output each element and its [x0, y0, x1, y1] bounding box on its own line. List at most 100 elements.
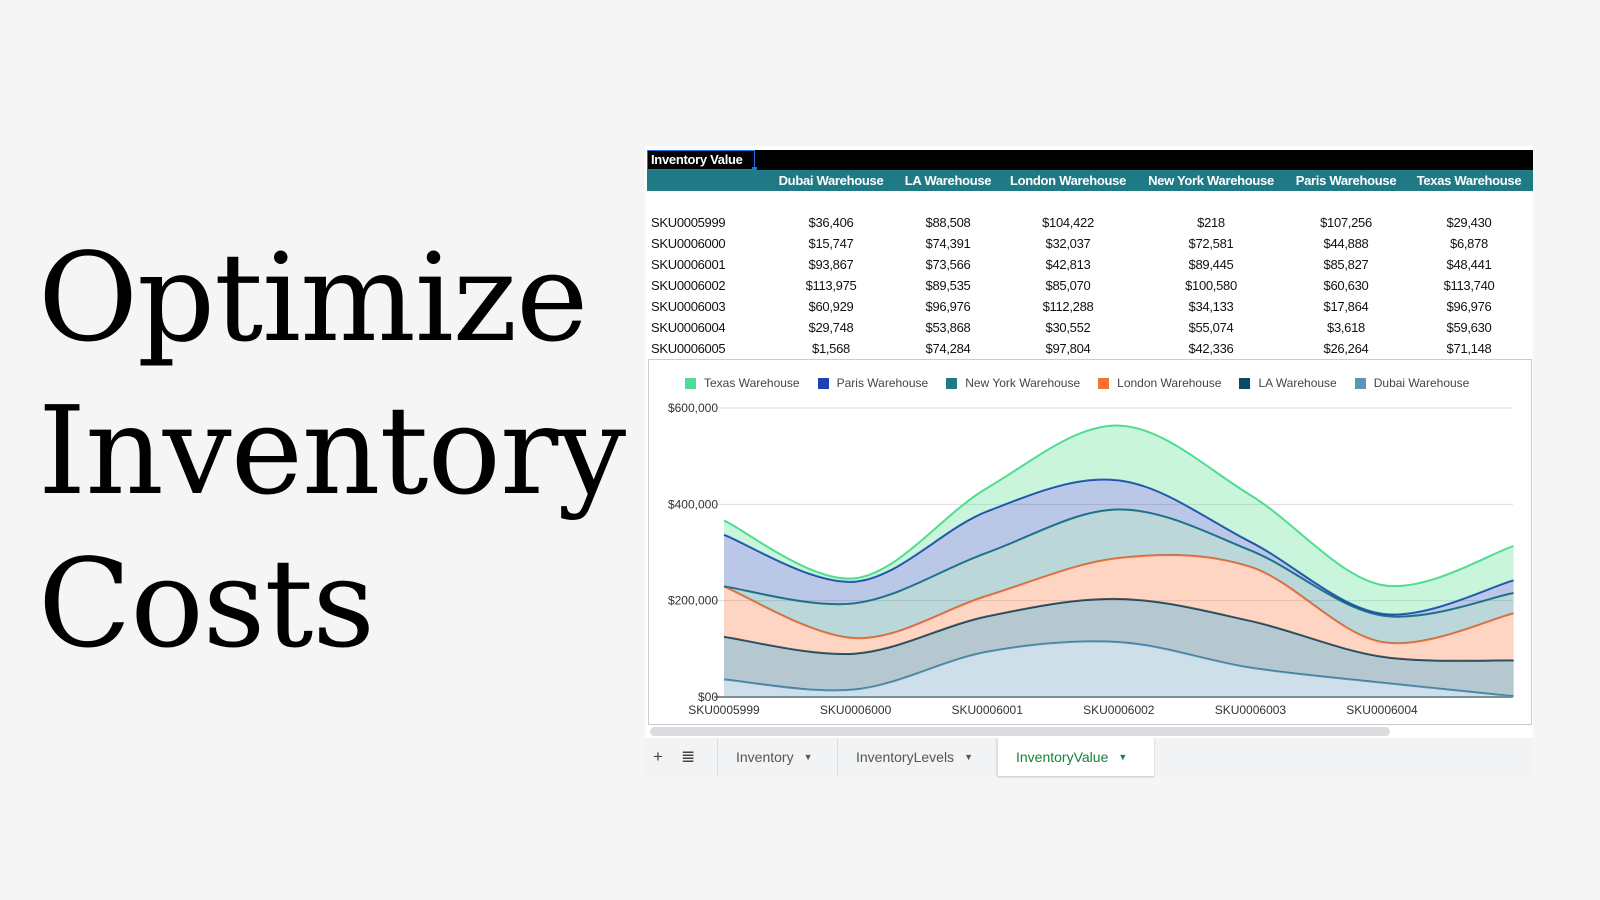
series-line[interactable] — [723, 597, 1514, 662]
legend-item[interactable]: London Warehouse — [1098, 376, 1221, 390]
value-cell[interactable]: $93,867 — [808, 257, 854, 272]
value-cell[interactable]: $104,422 — [1042, 215, 1094, 230]
value-cell[interactable]: $71,148 — [1446, 341, 1492, 356]
legend-item[interactable]: Dubai Warehouse — [1354, 376, 1469, 390]
sku-cell[interactable]: SKU0005999 — [651, 215, 726, 230]
legend-label: London Warehouse — [1117, 376, 1222, 390]
value-cell[interactable]: $53,868 — [925, 320, 971, 335]
table-row: SKU0005999 $36,406 $88,508 $104,422 $218 $107… — [647, 213, 1533, 234]
value-cell[interactable]: $100,580 — [1185, 278, 1237, 293]
value-cell[interactable]: $36,406 — [808, 215, 854, 230]
column-header[interactable]: LA Warehouse — [904, 173, 992, 188]
x-tick-label: SKU0006001 — [952, 703, 1024, 717]
sku-cell[interactable]: SKU0006005 — [651, 341, 726, 356]
fill-handle[interactable] — [752, 167, 757, 172]
value-cell[interactable]: $107,256 — [1320, 215, 1372, 230]
selected-cell-outline[interactable] — [647, 150, 757, 172]
legend-item[interactable]: New York Warehouse — [946, 376, 1080, 390]
all-sheets-menu-icon[interactable]: ≣ — [681, 747, 696, 766]
sku-cell[interactable]: SKU0006004 — [651, 320, 726, 335]
area-band — [724, 509, 1514, 644]
tab-label: InventoryValue — [1016, 749, 1109, 765]
value-cell[interactable]: $59,630 — [1446, 320, 1492, 335]
tab-label: InventoryLevels — [856, 749, 955, 765]
legend-item[interactable]: LA Warehouse — [1239, 376, 1337, 390]
value-cell[interactable]: $29,430 — [1446, 215, 1492, 230]
column-header[interactable]: Dubai Warehouse — [778, 173, 884, 188]
value-cell[interactable]: $48,441 — [1446, 257, 1492, 272]
title-line: Costs — [38, 533, 375, 675]
value-cell[interactable]: $96,976 — [925, 299, 971, 314]
sheet-tabs-bar: + ≣ Inventory ▼ InventoryLevels ▼ Inventor… — [645, 738, 1533, 776]
caret-down-icon[interactable]: ▼ — [964, 752, 973, 762]
column-header[interactable]: Paris Warehouse — [1295, 173, 1397, 188]
series-line[interactable] — [723, 554, 1514, 645]
legend-swatch — [1354, 377, 1366, 389]
value-cell[interactable]: $88,508 — [925, 215, 971, 230]
value-cell[interactable]: $1,568 — [812, 341, 850, 356]
value-cell[interactable]: $44,888 — [1323, 236, 1369, 251]
value-cell[interactable]: $72,581 — [1188, 236, 1234, 251]
value-cell[interactable]: $113,740 — [1443, 278, 1495, 293]
value-cell[interactable]: $74,391 — [925, 236, 971, 251]
slide-title: Optimize Inventory Costs — [38, 222, 626, 681]
legend-item[interactable]: Texas Warehouse — [685, 376, 800, 390]
horizontal-scrollbar[interactable] — [650, 727, 1390, 736]
value-cell[interactable]: $218 — [1197, 215, 1225, 230]
value-cell[interactable]: $42,813 — [1045, 257, 1091, 272]
sku-cell[interactable]: SKU0006002 — [651, 278, 726, 293]
series-line[interactable] — [723, 640, 1514, 698]
value-cell[interactable]: $17,864 — [1323, 299, 1369, 314]
value-cell[interactable]: $55,074 — [1188, 320, 1234, 335]
tab-inventory[interactable]: Inventory ▼ — [717, 738, 837, 776]
area-band — [724, 479, 1514, 617]
value-cell[interactable]: $15,747 — [808, 236, 854, 251]
value-cell[interactable]: $60,630 — [1323, 278, 1369, 293]
value-cell[interactable]: $73,566 — [925, 257, 971, 272]
title-cell[interactable]: Inventory Value — [651, 152, 743, 167]
sku-cell[interactable]: SKU0006000 — [651, 236, 726, 251]
value-cell[interactable]: $32,037 — [1045, 236, 1091, 251]
value-cell[interactable]: $96,976 — [1446, 299, 1492, 314]
value-cell[interactable]: $113,975 — [805, 278, 857, 293]
value-cell[interactable]: $89,535 — [925, 278, 971, 293]
value-cell[interactable]: $6,878 — [1450, 236, 1488, 251]
caret-down-icon[interactable]: ▼ — [803, 752, 813, 762]
value-cell[interactable]: $60,929 — [808, 299, 854, 314]
table-row: SKU0006003 $60,929 $96,976 $112,288 $34,133 $… — [647, 297, 1533, 318]
table-row: SKU0006002 $113,975 $89,535 $85,070 $100,580… — [647, 276, 1533, 297]
table-row: SKU0006001 $93,867 $73,566 $42,813 $89,445 $8… — [647, 255, 1533, 276]
area-band — [724, 598, 1514, 697]
series-line[interactable] — [723, 478, 1514, 616]
column-header[interactable]: Texas Warehouse — [1416, 173, 1522, 188]
legend-label: New York Warehouse — [965, 376, 1081, 390]
value-cell[interactable]: $26,264 — [1323, 341, 1369, 356]
value-cell[interactable]: $29,748 — [808, 320, 854, 335]
value-cell[interactable]: $34,133 — [1188, 299, 1234, 314]
tab-inventory-levels[interactable]: InventoryLevels ▼ — [837, 738, 997, 776]
value-cell[interactable]: $74,284 — [925, 341, 971, 356]
value-cell[interactable]: $30,552 — [1045, 320, 1091, 335]
sku-cell[interactable]: SKU0006003 — [651, 299, 726, 314]
value-cell[interactable]: $3,618 — [1327, 320, 1365, 335]
value-cell[interactable]: $112,288 — [1042, 299, 1094, 314]
column-header[interactable]: New York Warehouse — [1148, 173, 1274, 188]
value-cell[interactable]: $89,445 — [1188, 257, 1234, 272]
x-tick-label: SKU0006002 — [1083, 703, 1155, 717]
x-tick-label: SKU0006004 — [1346, 703, 1418, 717]
value-cell[interactable]: $85,070 — [1045, 278, 1091, 293]
title-row: Inventory Value — [647, 150, 1533, 170]
column-header[interactable]: London Warehouse — [1009, 173, 1127, 188]
value-cell[interactable]: $85,827 — [1323, 257, 1369, 272]
sku-cell[interactable]: SKU0006001 — [651, 257, 726, 272]
value-cell[interactable]: $97,804 — [1045, 341, 1091, 356]
add-sheet-icon[interactable]: + — [653, 747, 663, 766]
caret-down-icon[interactable]: ▼ — [1118, 752, 1128, 762]
series-line[interactable] — [723, 508, 1514, 618]
legend-item[interactable]: Paris Warehouse — [817, 376, 928, 390]
x-tick-label: SKU0006000 — [820, 703, 892, 717]
series-line[interactable] — [723, 424, 1514, 588]
stacked-area-chart[interactable]: Texas Warehouse Paris Warehouse New York W… — [648, 359, 1532, 725]
tab-inventory-value[interactable]: InventoryValue ▼ — [997, 738, 1154, 776]
value-cell[interactable]: $42,336 — [1188, 341, 1234, 356]
